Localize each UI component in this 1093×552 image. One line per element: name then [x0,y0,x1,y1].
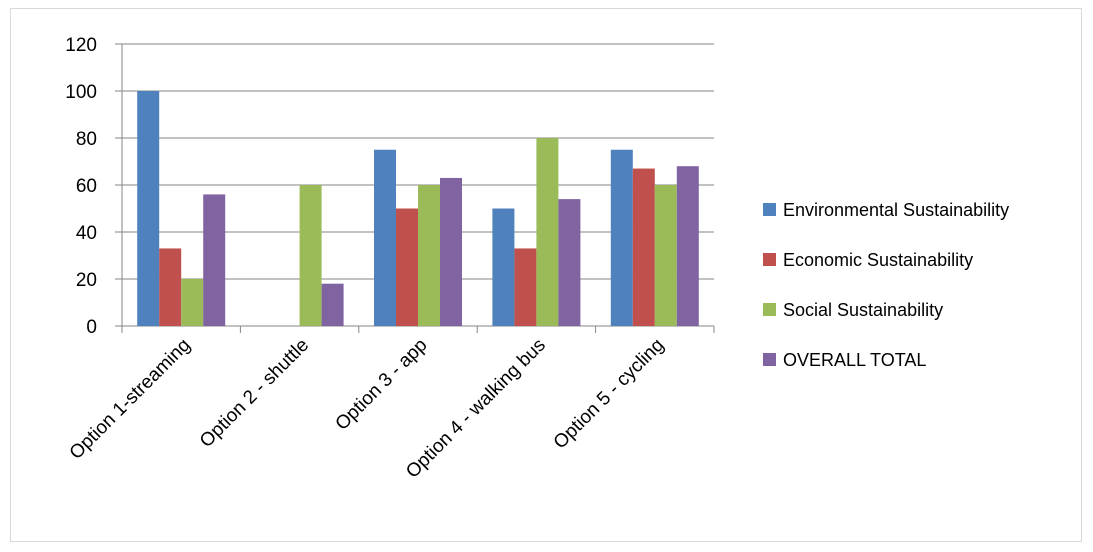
bar-4-economic-sustainability [514,248,537,326]
bar-5-economic-sustainability [632,168,655,326]
bar-1-social-sustainability [181,279,204,326]
bar-2-overall-total [321,283,344,326]
y-tick-label: 100 [65,82,97,103]
y-tick-label: 120 [65,35,97,56]
y-tick-label: 0 [86,317,97,338]
y-tick-label: 80 [76,129,97,150]
bar-3-environmental-sustainability [374,149,396,326]
bar-1-economic-sustainability [159,248,182,326]
bar-3-economic-sustainability [396,208,418,326]
bar-3-social-sustainability [418,185,440,326]
legend-swatch [763,253,776,266]
legend-swatch [763,303,776,316]
x-tick-label: Option 5 - cycling [550,335,669,454]
legend-label: Environmental Sustainability [783,200,1009,220]
bar-3-overall-total [440,177,462,326]
bar-2-social-sustainability [299,185,322,326]
y-tick-label: 60 [76,176,97,197]
bar-5-social-sustainability [654,185,677,326]
legend-label: OVERALL TOTAL [783,350,926,370]
y-tick-label: 40 [76,223,97,244]
x-tick-label: Option 4 - walking bus [402,335,550,483]
bar-5-environmental-sustainability [610,149,633,326]
legend-swatch [763,353,776,366]
bar-1-overall-total [203,194,226,326]
legend-swatch [763,203,776,216]
x-tick-label: Option 3 - app [332,335,432,435]
x-tick-label: Option 1-streaming [66,335,195,464]
legend-label: Economic Sustainability [783,250,973,270]
legend-label: Social Sustainability [783,300,943,320]
y-tick-label: 20 [76,270,97,291]
bar-1-environmental-sustainability [137,91,160,326]
x-tick-label: Option 2 - shuttle [196,335,313,452]
bar-4-environmental-sustainability [492,208,515,326]
bar-5-overall-total [676,166,699,326]
bar-4-overall-total [558,199,581,326]
bar-4-social-sustainability [536,138,559,326]
